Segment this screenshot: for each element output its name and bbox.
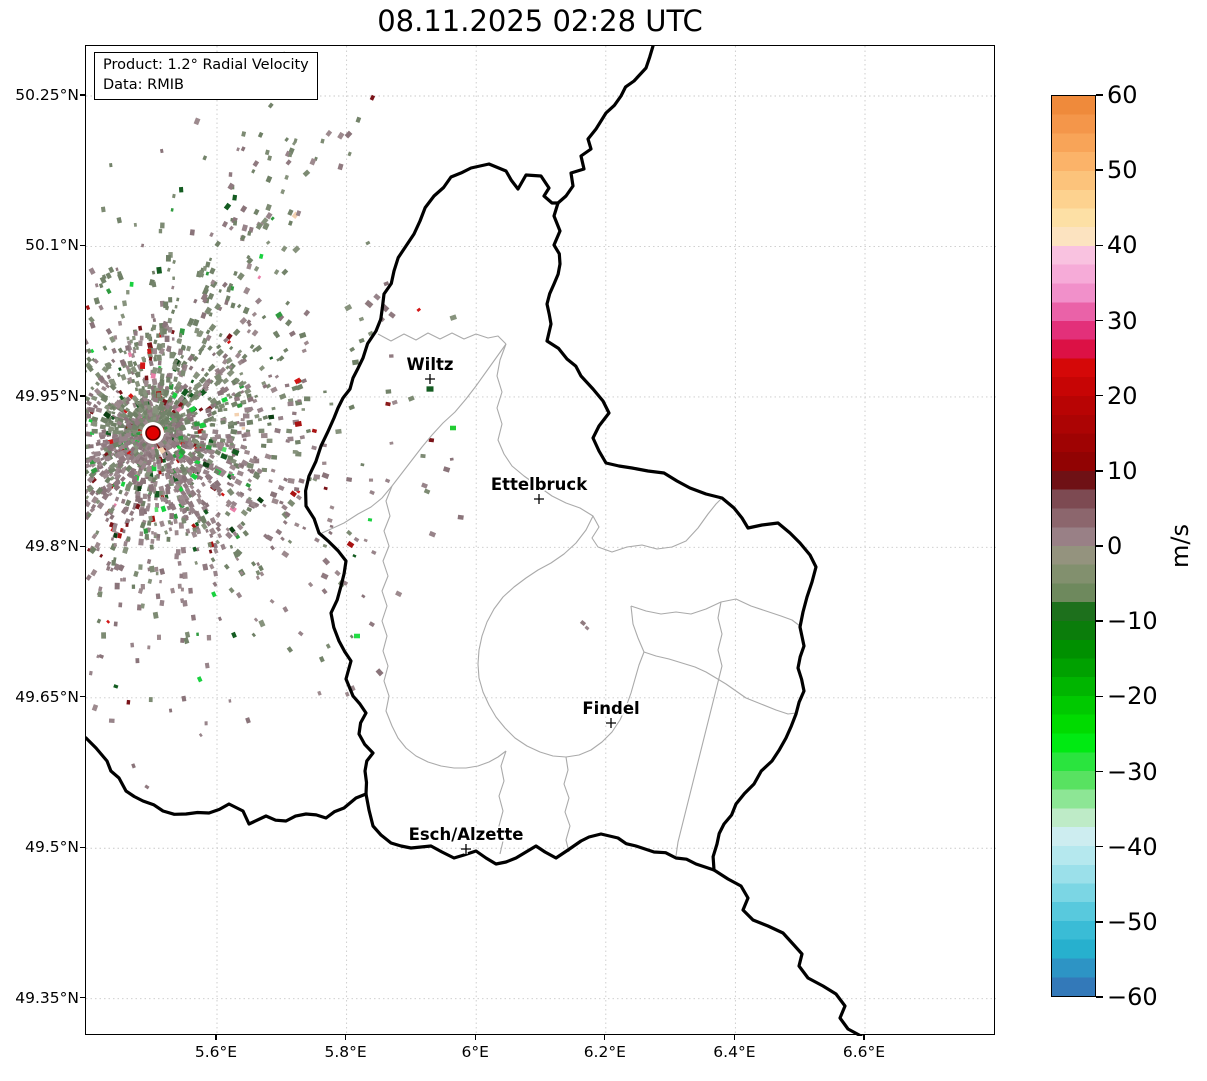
canton-border-line bbox=[496, 343, 723, 553]
colorbar-tick-label: 30 bbox=[1107, 306, 1138, 335]
canton-border-line bbox=[675, 601, 723, 857]
colorbar-tick-label: −30 bbox=[1107, 757, 1158, 786]
city-label: Esch/Alzette bbox=[409, 825, 524, 844]
lat-tick-label: 49.65°N bbox=[15, 687, 79, 706]
canton-border-line bbox=[321, 343, 507, 534]
country-border-line bbox=[545, 201, 818, 872]
lon-tick-label: 6.6°E bbox=[842, 1043, 886, 1061]
city-label: Ettelbruck bbox=[491, 475, 588, 494]
lon-tick-mark bbox=[863, 1035, 865, 1040]
city-marker-icon bbox=[606, 718, 616, 728]
lat-tick-mark bbox=[80, 696, 85, 698]
lon-tick-label: 5.8°E bbox=[324, 1043, 367, 1061]
colorbar-tick-mark bbox=[1096, 169, 1103, 171]
city-layer: Wiltz Ettelbruck Findel Esch/Alzette bbox=[405, 354, 641, 854]
figure-title: 08.11.2025 02:28 UTC bbox=[377, 4, 703, 38]
lon-tick-label: 6.4°E bbox=[713, 1043, 756, 1061]
lat-tick-label: 49.95°N bbox=[15, 386, 79, 405]
lon-tick-mark bbox=[604, 1035, 606, 1040]
country-border-line bbox=[86, 736, 368, 826]
colorbar-tick-mark bbox=[1096, 695, 1103, 698]
colorbar-tick-label: 20 bbox=[1107, 381, 1138, 410]
colorbar-tick-label: 50 bbox=[1107, 156, 1138, 185]
colorbar-tick-label: 10 bbox=[1107, 456, 1138, 485]
colorbar-tick-mark bbox=[1096, 244, 1103, 247]
city-marker-icon bbox=[425, 374, 435, 384]
country-border-line bbox=[556, 46, 655, 205]
lat-tick-mark bbox=[80, 846, 85, 848]
colorbar-tick-label: −20 bbox=[1107, 682, 1158, 711]
map-plot: Wiltz Ettelbruck Findel Esch/Alzette Produc… bbox=[85, 45, 996, 1036]
lat-tick-label: 50.25°N bbox=[15, 86, 79, 104]
canton-border-line bbox=[477, 515, 645, 758]
lon-tick-label: 6°E bbox=[461, 1043, 489, 1061]
lat-tick-label: 49.5°N bbox=[25, 838, 79, 857]
lat-tick-mark bbox=[80, 94, 85, 96]
lat-tick-label: 50.1°N bbox=[25, 236, 79, 255]
colorbar-tick-mark bbox=[1096, 620, 1103, 622]
city-marker-icon bbox=[534, 494, 544, 504]
canton-borders bbox=[321, 332, 801, 857]
lat-tick-mark bbox=[80, 997, 85, 999]
colorbar-tick-mark bbox=[1096, 996, 1103, 998]
lat-tick-label: 49.35°N bbox=[15, 988, 79, 1007]
colorbar-tick-mark bbox=[1096, 921, 1103, 923]
grid-lines bbox=[86, 46, 996, 1036]
country-borders bbox=[86, 46, 863, 1036]
canton-border-line bbox=[643, 651, 797, 715]
colorbar-tick-mark bbox=[1096, 470, 1103, 472]
colorbar-tick-label: −10 bbox=[1107, 607, 1158, 636]
lat-tick-mark bbox=[80, 395, 85, 397]
lon-tick-mark bbox=[344, 1035, 347, 1040]
lat-tick-mark bbox=[80, 545, 85, 548]
colorbar-tick-label: −50 bbox=[1107, 907, 1158, 936]
canton-border-line bbox=[630, 598, 801, 627]
canton-border-line bbox=[381, 485, 507, 769]
map-canvas: Wiltz Ettelbruck Findel Esch/Alzette bbox=[86, 46, 996, 1036]
lon-tick-mark bbox=[733, 1035, 736, 1040]
country-border-line bbox=[712, 868, 863, 1036]
colorbar-tick-mark bbox=[1096, 394, 1103, 397]
city-ettelbruck: Ettelbruck bbox=[489, 474, 590, 504]
city-esch-alzette: Esch/Alzette bbox=[407, 824, 525, 854]
lat-tick-mark bbox=[80, 244, 85, 247]
country-border-line bbox=[364, 792, 716, 872]
colorbar-tick-label: 60 bbox=[1107, 81, 1138, 109]
canton-border-line bbox=[563, 756, 571, 853]
colorbar-unit-label: m/s bbox=[1166, 524, 1194, 568]
colorbar-tick-label: −60 bbox=[1107, 983, 1158, 1011]
colorbar-tick-label: −40 bbox=[1107, 832, 1158, 861]
product-info-line1: Product: 1.2° Radial Velocity bbox=[103, 57, 309, 73]
product-info-line2: Data: RMIB bbox=[103, 76, 184, 93]
colorbar-tick-label: 0 bbox=[1107, 532, 1123, 560]
country-border-line bbox=[304, 162, 560, 796]
colorbar-tick-label: 40 bbox=[1107, 231, 1138, 260]
city-wiltz: Wiltz bbox=[405, 354, 455, 384]
colorbar bbox=[1051, 95, 1096, 997]
radar-echoes bbox=[86, 51, 590, 790]
lat-tick-label: 49.8°N bbox=[25, 537, 79, 556]
colorbar-tick-mark bbox=[1096, 770, 1103, 773]
colorbar-tick-mark bbox=[1096, 319, 1103, 322]
city-findel: Findel bbox=[581, 698, 641, 728]
canton-border-line bbox=[377, 332, 507, 345]
colorbar-tick-mark bbox=[1096, 94, 1103, 96]
colorbar-tick-mark bbox=[1096, 845, 1103, 848]
product-info-box: Product: 1.2° Radial Velocity Data: RMIB bbox=[94, 52, 318, 101]
lon-tick-label: 6.2°E bbox=[583, 1043, 626, 1061]
city-label: Wiltz bbox=[406, 355, 453, 374]
city-marker-icon bbox=[461, 844, 471, 854]
lon-tick-mark bbox=[474, 1035, 476, 1040]
colorbar-tick-mark bbox=[1096, 545, 1103, 547]
canton-border-line bbox=[498, 750, 507, 855]
city-label: Findel bbox=[582, 699, 639, 718]
lon-tick-mark bbox=[215, 1035, 217, 1040]
lon-tick-label: 5.6°E bbox=[194, 1043, 238, 1061]
radar-site-marker bbox=[142, 422, 164, 444]
